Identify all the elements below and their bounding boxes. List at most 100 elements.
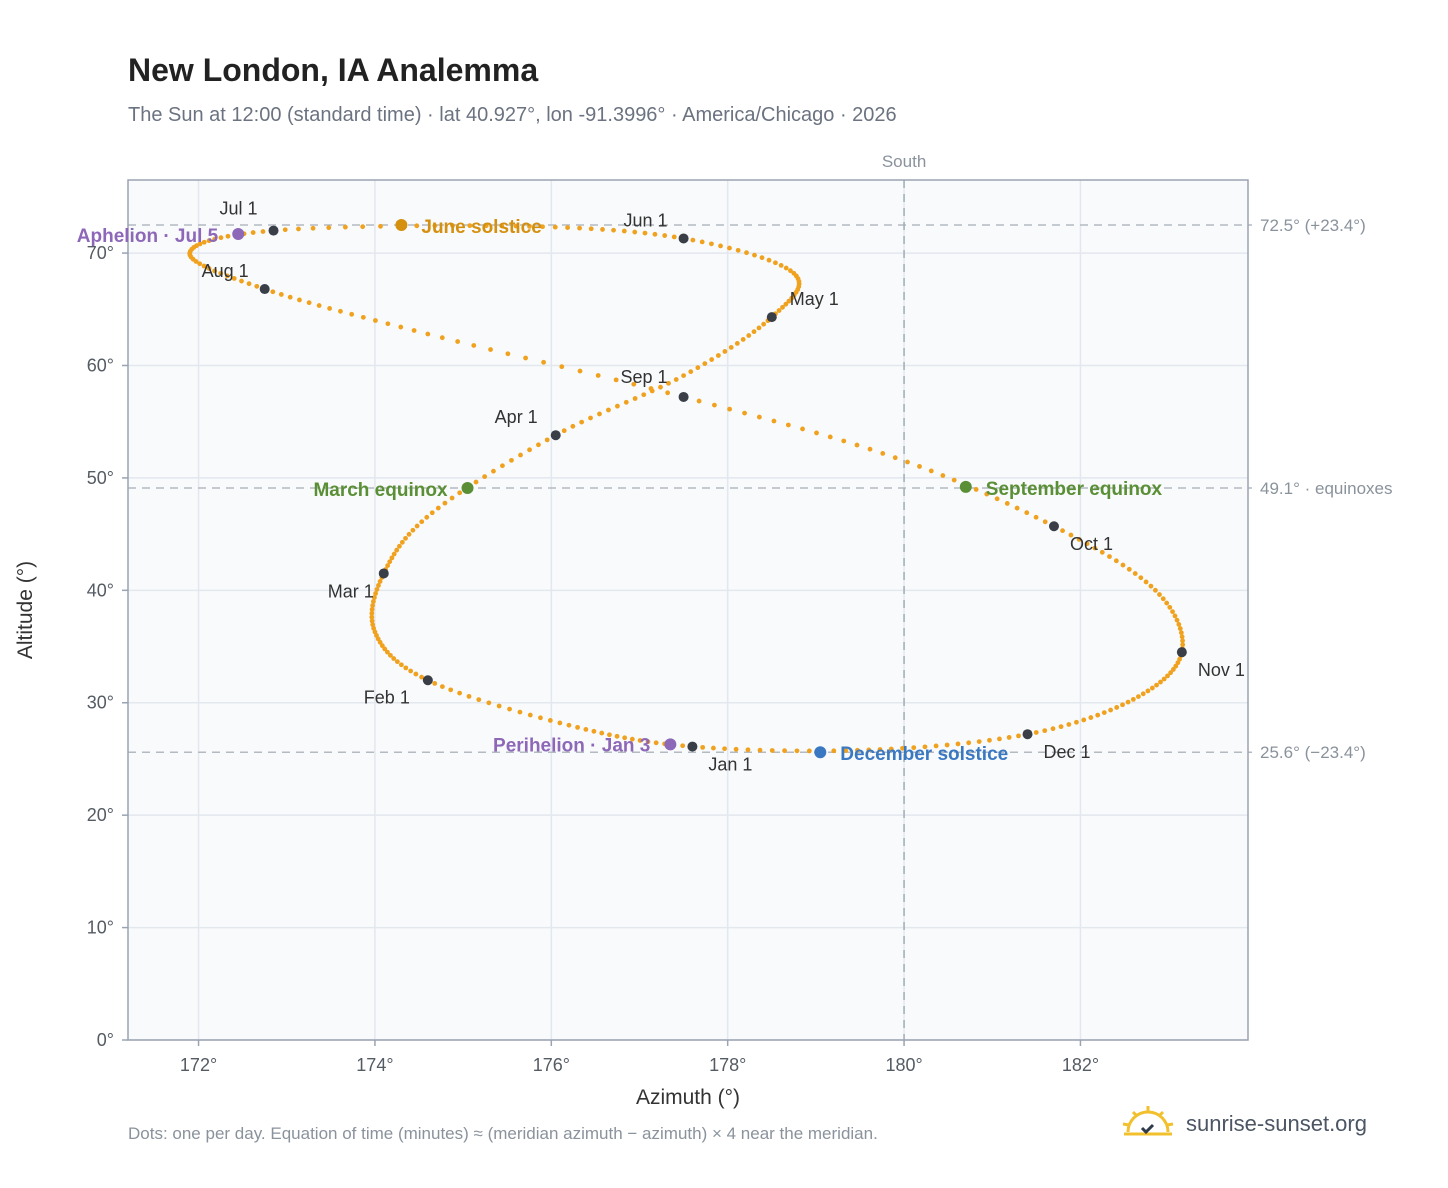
daily-dot [734, 340, 740, 346]
daily-dot [408, 668, 414, 674]
daily-dot [712, 402, 717, 408]
daily-dot [600, 227, 605, 232]
daily-dot [270, 289, 276, 295]
daily-dot [1113, 558, 1119, 564]
daily-dot [432, 223, 438, 229]
daily-dot [1004, 501, 1010, 506]
brand-name: sunrise-sunset.org [1186, 1111, 1367, 1136]
daily-dot [1095, 712, 1101, 718]
daily-dot [326, 225, 332, 231]
sun-logo-icon [1120, 1104, 1176, 1145]
daily-dot [500, 463, 505, 469]
daily-dot [1076, 536, 1082, 542]
daily-dot [360, 314, 366, 320]
daily-dot [457, 490, 463, 496]
daily-dot [391, 551, 397, 557]
daily-dot [473, 479, 479, 485]
daily-dot [398, 324, 404, 330]
daily-dot [1033, 514, 1039, 520]
daily-dot [933, 743, 939, 749]
daily-dot [360, 224, 366, 230]
daily-dot [246, 281, 252, 287]
daily-dot [632, 229, 638, 235]
daily-dot [688, 369, 694, 375]
reference-line-label: 49.1° · equinoxes [1260, 479, 1393, 498]
month-marker [678, 233, 689, 244]
daily-dot [831, 748, 837, 754]
daily-dot [785, 422, 791, 428]
daily-dot [1074, 719, 1079, 725]
daily-dot [466, 693, 472, 699]
daily-dot [709, 357, 715, 362]
daily-dot [727, 245, 732, 251]
daily-dot [783, 265, 789, 271]
daily-dot [369, 614, 375, 620]
daily-dot [260, 229, 266, 234]
month-marker [259, 284, 270, 295]
daily-dot [591, 728, 597, 734]
daily-dot [759, 255, 765, 261]
month-marker [268, 225, 279, 236]
event-label: Aphelion · Jul 5 [77, 226, 219, 247]
daily-dot [372, 629, 378, 635]
reference-line-label: 72.5° (+23.4°) [1260, 216, 1366, 235]
daily-dot [206, 266, 212, 271]
month-label: May 1 [790, 289, 839, 309]
daily-dot [1050, 726, 1056, 732]
daily-dot [783, 301, 789, 307]
daily-dot [282, 227, 288, 233]
month-label: Sep 1 [621, 367, 668, 387]
daily-dot [671, 234, 677, 240]
daily-dot [1107, 554, 1112, 559]
daily-dot [653, 740, 659, 746]
month-label: Oct 1 [1070, 534, 1113, 554]
daily-dot [621, 228, 627, 234]
daily-dot [439, 684, 445, 690]
daily-dot [1099, 549, 1105, 555]
daily-dot [761, 321, 767, 327]
x-tick-label: 172° [180, 1055, 217, 1075]
daily-dot [559, 364, 565, 370]
daily-dot [631, 381, 637, 387]
daily-dot [588, 415, 593, 421]
daily-dot [212, 236, 218, 242]
daily-dot [316, 303, 322, 308]
daily-dot [396, 543, 402, 549]
daily-dot [536, 442, 541, 448]
chart-subtitle: The Sun at 12:00 (standard time) · lat 4… [128, 104, 897, 126]
daily-dot [517, 709, 523, 715]
daily-dot [278, 292, 284, 297]
daily-dot [637, 738, 643, 743]
daily-dot [917, 464, 922, 469]
brand-logo[interactable]: sunrise-sunset.org [1120, 1104, 1367, 1144]
daily-dot [699, 239, 705, 245]
daily-dot [718, 243, 723, 249]
daily-dot [505, 351, 511, 357]
daily-dot [680, 743, 686, 749]
daily-dot [432, 681, 438, 686]
daily-dot [1148, 583, 1154, 589]
reference-line-label: 25.6° (−23.4°) [1260, 743, 1366, 762]
daily-dot [611, 227, 616, 233]
daily-dot [310, 225, 316, 231]
daily-dot [700, 744, 706, 750]
daily-dot [951, 477, 957, 483]
event-label: Perihelion · Jan 3 [493, 735, 650, 756]
daily-dot [769, 748, 775, 753]
daily-dot [378, 223, 383, 229]
daily-dot [527, 223, 532, 229]
daily-dot [780, 304, 785, 310]
daily-dot [984, 491, 990, 497]
daily-dot [435, 505, 441, 511]
daily-dot [666, 380, 671, 386]
daily-dot [751, 329, 757, 335]
month-marker [687, 741, 698, 752]
daily-dot [250, 230, 256, 235]
daily-dot [746, 333, 752, 338]
daily-dot [425, 331, 431, 337]
y-tick-label: 70° [87, 243, 114, 263]
daily-dot [632, 396, 638, 401]
daily-dot [911, 745, 917, 751]
daily-dot [735, 247, 741, 253]
